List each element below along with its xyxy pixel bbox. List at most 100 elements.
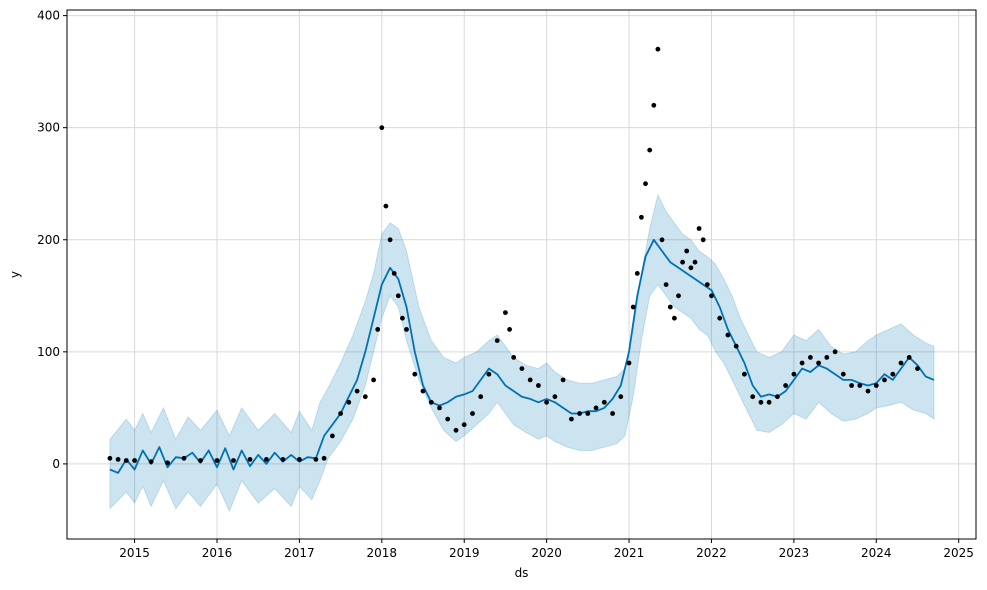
x-tick-label: 2025 <box>943 546 974 560</box>
observed-point <box>906 355 912 360</box>
observed-point <box>527 377 533 383</box>
observed-point <box>680 259 685 265</box>
observed-point <box>511 355 517 360</box>
x-tick-label: 2018 <box>367 546 398 560</box>
x-tick-label: 2024 <box>861 546 892 560</box>
observed-point <box>181 455 187 461</box>
observed-point <box>383 203 389 209</box>
observed-point <box>247 457 253 462</box>
observed-point <box>865 388 871 394</box>
observed-point <box>569 416 574 422</box>
observed-point <box>816 360 821 366</box>
observed-point <box>560 377 566 383</box>
observed-point <box>610 411 615 416</box>
observed-point <box>478 394 484 400</box>
observed-point <box>379 125 385 131</box>
observed-point <box>198 458 203 463</box>
observed-point <box>873 383 879 388</box>
observed-point <box>461 422 467 428</box>
observed-point <box>321 455 327 461</box>
observed-point <box>107 455 113 461</box>
observed-point <box>733 343 739 349</box>
observed-point <box>618 394 624 400</box>
observed-point <box>647 147 653 153</box>
observed-point <box>330 433 335 439</box>
observed-point <box>280 457 286 462</box>
observed-point <box>783 383 788 388</box>
observed-point <box>663 282 669 287</box>
observed-point <box>354 388 360 394</box>
observed-point <box>692 259 698 265</box>
observed-point <box>165 460 170 466</box>
observed-point <box>585 411 591 416</box>
x-axis-label: ds <box>515 566 529 580</box>
x-tick-label: 2015 <box>119 546 150 560</box>
observed-point <box>849 383 854 388</box>
observed-point <box>486 371 492 377</box>
observed-point <box>231 458 236 463</box>
observed-point <box>643 181 648 187</box>
observed-point <box>688 265 694 271</box>
y-tick-label: 400 <box>37 9 60 23</box>
observed-point <box>577 411 582 416</box>
forecast-line-path <box>109 238 935 474</box>
observed-point <box>395 293 401 299</box>
observed-point <box>750 394 756 400</box>
observed-point <box>725 332 731 338</box>
observed-point <box>391 271 397 276</box>
observed-point <box>655 46 661 52</box>
observed-point <box>700 237 706 243</box>
observed-point <box>791 371 797 377</box>
y-tick-label: 300 <box>37 121 60 135</box>
observed-point <box>840 371 846 377</box>
observed-point <box>428 399 434 405</box>
plot-frame <box>66 9 977 540</box>
observed-point <box>832 349 838 355</box>
observed-point <box>123 458 129 463</box>
observed-point <box>709 293 714 299</box>
forecast-line <box>109 238 935 474</box>
observed-point <box>544 399 549 405</box>
observed-point <box>766 399 772 405</box>
observed-point <box>400 315 405 321</box>
y-tick-label: 100 <box>37 345 60 359</box>
observed-point <box>264 457 269 462</box>
observed-point <box>601 399 607 405</box>
observed-point <box>717 315 723 321</box>
observed-point <box>362 394 368 400</box>
observed-point <box>519 366 525 371</box>
y-tick-label: 200 <box>37 233 60 247</box>
uncertainty-band <box>109 193 935 513</box>
observed-point <box>148 459 154 465</box>
observed-point <box>857 383 863 388</box>
observed-point <box>375 327 381 332</box>
observed-point <box>882 377 887 383</box>
observed-point <box>297 457 302 462</box>
observed-point <box>630 304 636 310</box>
observed-point <box>659 237 665 243</box>
observed-point <box>346 399 352 405</box>
observed-point <box>808 355 813 360</box>
observed-point <box>470 411 475 416</box>
y-axis-label: y <box>8 271 22 278</box>
observed-point <box>420 388 426 394</box>
x-tick-label: 2023 <box>779 546 810 560</box>
observed-points <box>107 46 920 466</box>
observed-point <box>799 360 805 366</box>
observed-point <box>503 310 508 315</box>
observed-point <box>775 394 780 400</box>
observed-point <box>214 458 220 463</box>
x-tick-label: 2019 <box>449 546 480 560</box>
y-axis-ticks: 0 100 200 300 400 <box>37 9 67 471</box>
observed-point <box>387 237 393 243</box>
observed-point <box>453 427 459 433</box>
x-tick-label: 2020 <box>531 546 562 560</box>
observed-point <box>651 102 657 108</box>
x-tick-label: 2021 <box>614 546 645 560</box>
x-tick-label: 2016 <box>202 546 233 560</box>
observed-point <box>684 248 690 254</box>
observed-point <box>132 458 138 463</box>
observed-point <box>437 405 442 411</box>
observed-point <box>404 327 409 332</box>
